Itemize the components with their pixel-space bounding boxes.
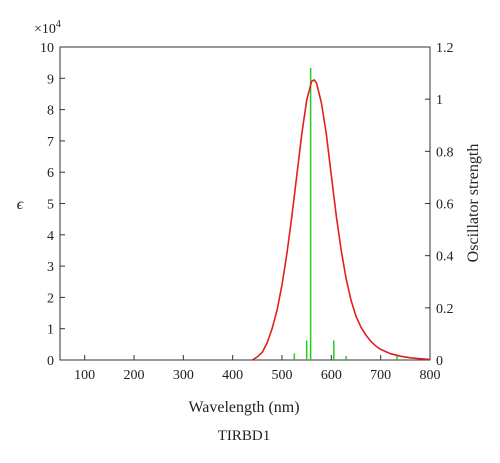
- y-left-tick-label: 9: [47, 72, 54, 87]
- y-right-tick-label: 0.6: [436, 198, 454, 213]
- x-tick-label: 100: [74, 368, 95, 383]
- y-left-tick-label: 5: [47, 198, 54, 213]
- y-left-tick-label: 0: [47, 354, 54, 369]
- y-left-tick-label: 3: [47, 260, 54, 275]
- x-axis-ticks: 100 200 300 400 500 600 700 800: [74, 355, 441, 383]
- x-tick-label: 600: [321, 368, 342, 383]
- y-left-tick-label: 6: [47, 166, 54, 181]
- y-left-tick-label: 8: [47, 104, 54, 119]
- x-tick-label: 800: [420, 368, 441, 383]
- x-tick-label: 400: [222, 368, 243, 383]
- chart-caption: TIRBD1: [218, 428, 271, 444]
- y-right-tick-label: 1.2: [436, 41, 454, 56]
- right-y-axis-ticks: 0 0.2 0.4 0.6 0.8 1 1.2: [425, 41, 454, 369]
- y-left-axis-title: ϵ: [17, 196, 24, 213]
- y-left-tick-label: 4: [47, 229, 54, 244]
- left-y-axis-ticks: 0 1 2 3 4 5 6 7 8 9 10: [40, 41, 65, 369]
- x-axis-title: Wavelength (nm): [188, 399, 299, 416]
- y-left-tick-label: 7: [47, 135, 54, 150]
- x-tick-label: 700: [370, 368, 391, 383]
- y-right-tick-label: 0.4: [436, 250, 454, 265]
- y-right-axis-title: Oscillator strength: [465, 144, 482, 263]
- plot-frame: [59, 46, 431, 361]
- y-right-tick-label: 0.2: [436, 302, 454, 317]
- y-multiplier-label: ×104: [34, 19, 61, 37]
- oscillator-sticks: [293, 67, 398, 360]
- x-tick-label: 300: [173, 368, 194, 383]
- y-left-tick-label: 1: [47, 323, 54, 338]
- y-right-tick-label: 1: [436, 93, 443, 108]
- absorption-spectrum-line: [251, 78, 431, 361]
- x-tick-label: 500: [272, 368, 293, 383]
- x-tick-label: 200: [124, 368, 145, 383]
- y-right-tick-label: 0.8: [436, 145, 454, 160]
- y-right-tick-label: 0: [436, 354, 443, 369]
- y-left-tick-label: 10: [40, 41, 54, 56]
- y-left-tick-label: 2: [47, 291, 54, 306]
